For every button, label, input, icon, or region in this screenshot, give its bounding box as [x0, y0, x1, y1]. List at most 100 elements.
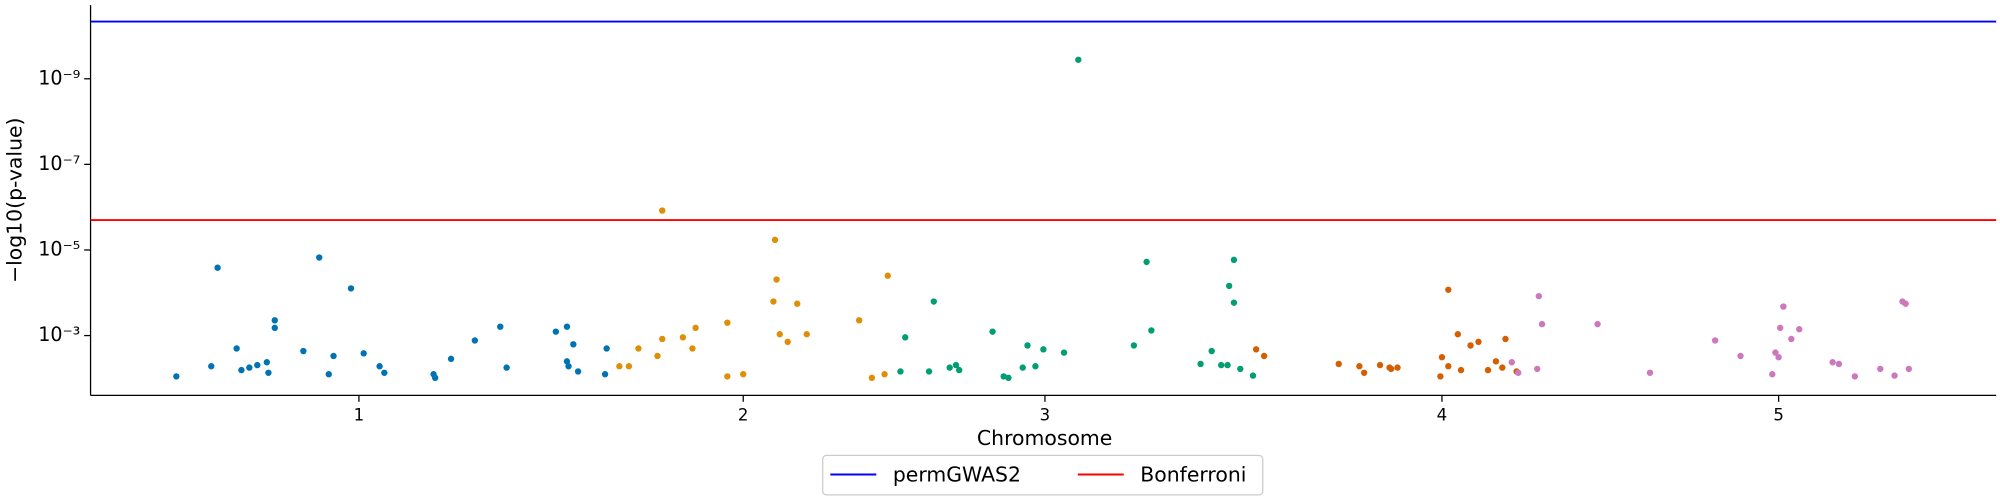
- data-point: [214, 264, 221, 271]
- data-point: [1335, 360, 1342, 368]
- data-point: [246, 364, 253, 371]
- data-point: [565, 363, 572, 370]
- data-point: [208, 363, 215, 370]
- data-point: [902, 334, 909, 341]
- data-point: [1467, 342, 1474, 349]
- data-point: [659, 335, 666, 343]
- data-point: [447, 355, 455, 363]
- data-point: [1772, 349, 1779, 356]
- data-point: [263, 359, 271, 366]
- data-point: [616, 363, 623, 370]
- data-point: [1075, 56, 1082, 63]
- data-point: [784, 338, 791, 346]
- data-point: [635, 345, 642, 352]
- data-point: [347, 285, 355, 292]
- data-point: [1788, 335, 1795, 343]
- x-tick-label: 5: [1773, 405, 1784, 424]
- data-point: [360, 350, 367, 357]
- data-point: [1376, 361, 1384, 369]
- data-point: [689, 345, 696, 352]
- data-point: [503, 364, 510, 371]
- data-point: [570, 341, 577, 348]
- data-point: [1711, 337, 1719, 344]
- data-point: [238, 366, 245, 374]
- data-point: [1019, 364, 1026, 371]
- data-point: [1249, 372, 1257, 379]
- data-point: [271, 324, 278, 332]
- data-point: [1438, 354, 1446, 361]
- data-point: [1356, 363, 1363, 370]
- y-tick-label: 10⁻⁹: [38, 66, 80, 89]
- data-point: [603, 345, 610, 352]
- data-point: [803, 331, 810, 338]
- data-point: [271, 317, 278, 324]
- data-point: [1502, 335, 1509, 343]
- y-axis-label: −log10(p-value): [2, 118, 26, 283]
- x-axis-label: Chromosome: [977, 426, 1112, 450]
- legend-label: Bonferroni: [1140, 463, 1246, 487]
- x-tick-label: 4: [1437, 405, 1448, 424]
- data-point: [884, 272, 891, 279]
- data-point: [1508, 359, 1516, 366]
- data-point: [925, 368, 933, 375]
- data-point: [1060, 349, 1068, 356]
- data-point: [325, 371, 332, 378]
- data-point: [563, 358, 571, 365]
- data-point: [1535, 292, 1543, 300]
- data-point: [1252, 346, 1260, 353]
- data-point: [1143, 258, 1150, 266]
- data-point: [855, 317, 863, 324]
- data-point: [776, 331, 783, 338]
- data-point: [254, 361, 261, 369]
- data-point: [1032, 363, 1039, 370]
- data-point: [1457, 366, 1465, 374]
- data-point: [563, 323, 571, 330]
- data-point: [1148, 327, 1155, 334]
- y-tick-label: 10⁻⁷: [38, 152, 80, 175]
- data-point: [724, 319, 731, 326]
- data-point: [1851, 373, 1859, 380]
- data-point: [330, 352, 337, 360]
- data-point: [1769, 371, 1776, 378]
- data-point: [1437, 373, 1444, 380]
- data-point: [1218, 361, 1225, 369]
- data-point: [1130, 342, 1138, 349]
- data-point: [897, 368, 904, 375]
- data-point: [771, 236, 779, 244]
- data-point: [381, 369, 388, 376]
- data-point: [1902, 300, 1909, 307]
- data-point: [1484, 366, 1492, 374]
- data-point: [431, 374, 439, 381]
- data-point: [930, 298, 937, 305]
- data-point: [1230, 299, 1238, 306]
- data-point: [1835, 360, 1843, 368]
- data-point: [1445, 363, 1452, 370]
- data-point: [1775, 354, 1782, 361]
- data-point: [946, 364, 953, 371]
- data-point: [1829, 359, 1836, 366]
- data-point: [1905, 365, 1913, 373]
- data-point: [794, 300, 801, 307]
- data-point: [1499, 364, 1506, 371]
- y-tick-label: 10⁻⁵: [38, 237, 80, 260]
- data-point: [601, 371, 609, 378]
- data-point: [1891, 372, 1898, 379]
- data-point: [1005, 374, 1012, 381]
- data-point: [1737, 352, 1744, 360]
- legend-frame: [822, 454, 1264, 496]
- data-point: [1224, 361, 1231, 369]
- data-point: [1237, 365, 1244, 373]
- data-point: [740, 371, 747, 378]
- legend-label: permGWAS2: [893, 463, 1021, 487]
- data-point: [692, 324, 699, 332]
- data-point: [1777, 324, 1784, 332]
- data-point: [1646, 369, 1654, 376]
- data-point: [1208, 347, 1215, 355]
- data-point: [376, 363, 383, 370]
- data-point: [1514, 369, 1522, 376]
- data-point: [679, 334, 687, 341]
- data-point: [265, 369, 272, 376]
- data-point: [1475, 338, 1482, 346]
